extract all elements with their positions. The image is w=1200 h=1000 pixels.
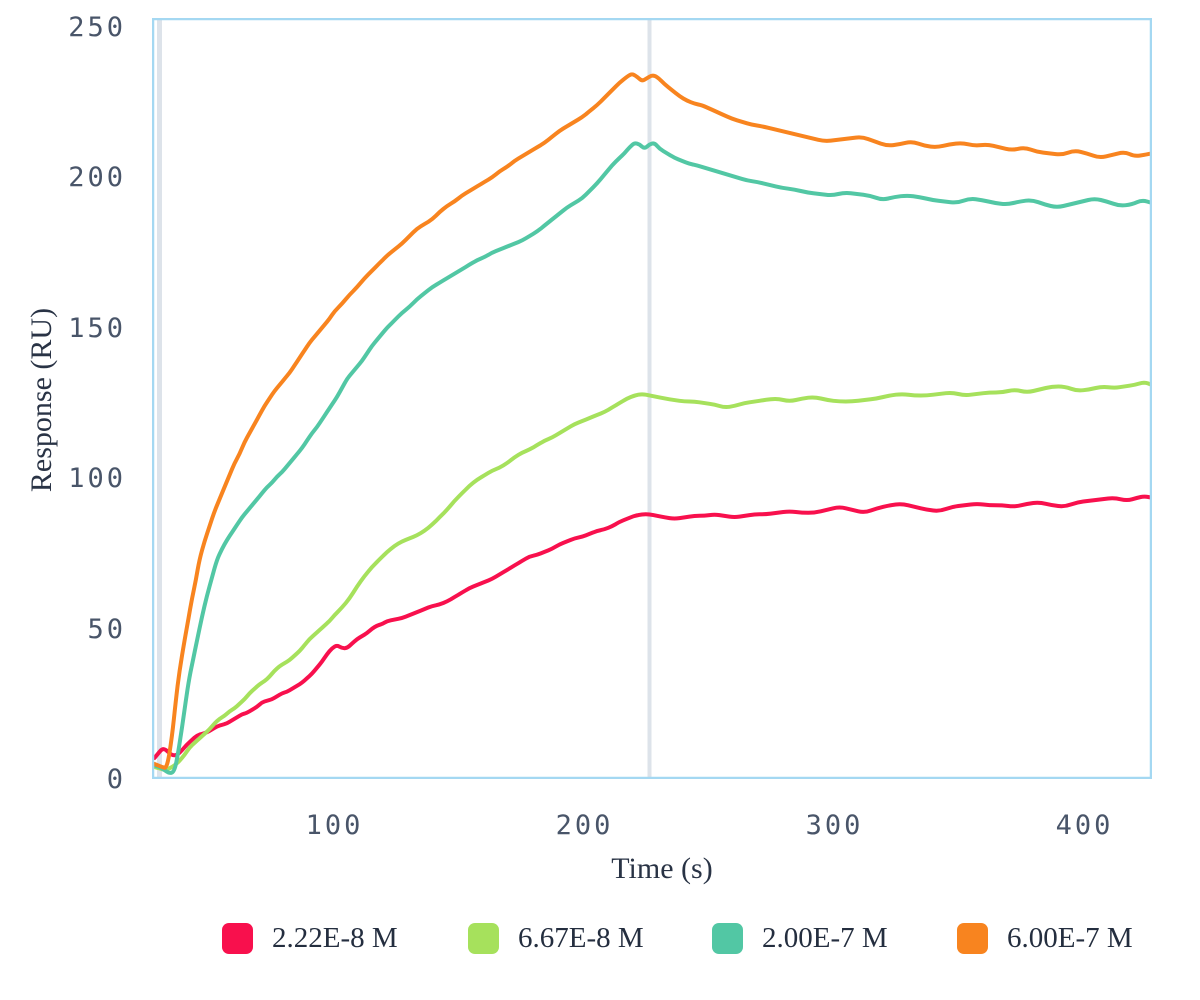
x-tick-label: 100 (305, 810, 364, 841)
y-axis-title: Response (RU) (25, 307, 58, 493)
legend-label: 6.00E-7 M (1007, 921, 1133, 954)
y-tick-label: 100 (68, 463, 126, 495)
series-curve-6-00e-7-m (152, 72, 1152, 770)
sensorgram-svg (152, 18, 1152, 779)
legend-item[interactable]: 6.00E-7 M (957, 916, 1133, 960)
legend-item[interactable]: 6.67E-8 M (468, 916, 644, 960)
legend-swatch (712, 922, 743, 954)
y-tick-label: 200 (68, 162, 126, 194)
x-tick-label: 400 (1055, 810, 1114, 841)
y-tick-label: 150 (68, 312, 126, 344)
legend-label: 2.00E-7 M (762, 921, 888, 954)
legend: 2.22E-8 M 6.67E-8 M 2.00E-7 M 6.00E-7 M (0, 916, 1200, 960)
legend-swatch (957, 922, 988, 954)
x-tick-label: 300 (805, 810, 864, 841)
legend-item[interactable]: 2.22E-8 M (222, 916, 398, 960)
series-curve-2-00e-7-m (152, 141, 1152, 775)
plot-area (152, 18, 1152, 779)
legend-swatch (222, 922, 253, 954)
legend-item[interactable]: 2.00E-7 M (712, 916, 888, 960)
y-tick-label: 0 (106, 764, 126, 795)
series-curve-2-22e-8-m (152, 494, 1152, 760)
y-tick-label: 250 (68, 12, 126, 44)
legend-label: 6.67E-8 M (518, 921, 644, 954)
y-tick-label: 50 (87, 613, 126, 645)
x-axis-title: Time (s) (611, 852, 713, 885)
legend-label: 2.22E-8 M (272, 921, 398, 954)
x-tick-label: 200 (555, 810, 614, 841)
legend-swatch (468, 922, 499, 954)
series-curve-6-67e-8-m (152, 380, 1152, 772)
plot-frame (152, 18, 1152, 779)
